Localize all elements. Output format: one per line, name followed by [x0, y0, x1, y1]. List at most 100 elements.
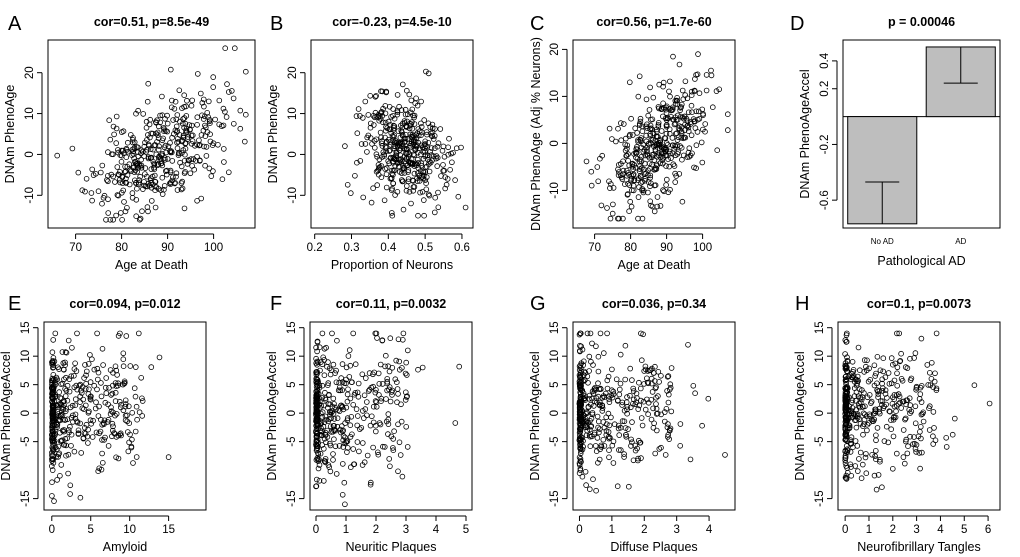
x-tick-label-b: 0.2	[307, 242, 323, 254]
data-point-e	[84, 433, 91, 440]
data-point-h	[843, 421, 850, 427]
data-point-g	[577, 371, 584, 378]
data-point-e	[64, 416, 71, 423]
data-point-c	[660, 187, 666, 193]
data-point-e	[66, 388, 73, 395]
data-point-e	[49, 422, 56, 428]
data-point-h	[855, 377, 861, 384]
data-point-g	[583, 418, 590, 425]
data-point-a	[169, 177, 176, 184]
data-point-h	[872, 406, 879, 413]
x-tick-label-b: 0.5	[417, 242, 433, 254]
data-point-g	[583, 482, 589, 488]
data-point-e	[136, 330, 142, 337]
data-point-h	[902, 415, 909, 422]
data-point-f	[402, 397, 409, 403]
data-point-a	[188, 102, 195, 109]
y-tick-label-f: 5	[286, 381, 298, 387]
data-point-g	[652, 385, 659, 392]
data-point-b	[398, 177, 405, 183]
x-tick-label-h: 2	[890, 524, 896, 536]
data-point-g	[629, 377, 635, 383]
data-point-e	[110, 409, 116, 416]
x-tick-label-h: 5	[961, 524, 967, 536]
data-point-g	[628, 436, 634, 443]
data-point-b	[418, 98, 424, 105]
data-point-c	[657, 137, 664, 143]
data-point-c	[688, 88, 695, 95]
data-point-a	[207, 131, 213, 138]
data-point-b	[415, 212, 421, 219]
data-point-a	[138, 147, 145, 154]
data-point-a	[173, 170, 180, 177]
data-point-f	[368, 413, 375, 420]
data-point-g	[577, 436, 584, 443]
data-point-g	[644, 379, 651, 386]
data-point-b	[429, 129, 436, 136]
data-point-e	[50, 355, 57, 361]
data-point-a	[137, 215, 144, 222]
data-point-g	[661, 418, 668, 425]
data-point-f	[356, 448, 362, 455]
data-point-h	[851, 393, 858, 399]
data-point-e	[51, 498, 57, 504]
data-point-f	[343, 439, 349, 446]
data-point-h	[856, 367, 863, 374]
data-point-g	[594, 435, 601, 441]
data-point-b	[370, 122, 377, 128]
data-point-f	[355, 393, 362, 400]
data-point-b	[408, 200, 414, 207]
data-point-g	[624, 394, 630, 400]
data-point-b	[391, 156, 398, 162]
data-point-b	[406, 189, 413, 195]
data-point-e	[156, 354, 163, 361]
data-point-g	[648, 416, 655, 423]
data-point-e	[67, 482, 74, 489]
data-point-a	[185, 157, 192, 163]
data-point-h	[844, 449, 850, 456]
data-point-f	[395, 421, 401, 428]
data-point-b	[423, 174, 430, 180]
data-point-c	[624, 142, 631, 149]
y-tick-label-f: 0	[286, 410, 298, 416]
x-tick-label-h: 6	[985, 524, 991, 536]
data-point-c	[622, 181, 628, 188]
x-axis-label-h: Neurofibrillary Tangles	[857, 540, 980, 554]
data-point-e	[138, 374, 145, 381]
data-point-e	[72, 360, 78, 367]
data-point-b	[358, 141, 365, 147]
data-point-f	[314, 455, 321, 462]
data-point-g	[666, 426, 673, 433]
data-point-f	[334, 415, 341, 422]
data-point-h	[846, 403, 853, 410]
data-point-e	[91, 366, 98, 373]
data-point-c	[617, 120, 624, 126]
data-point-c	[655, 123, 662, 130]
data-point-h	[926, 369, 933, 376]
data-point-a	[179, 137, 185, 144]
y-tick-label-f: -5	[286, 437, 298, 447]
data-point-a	[154, 129, 161, 136]
data-point-e	[49, 384, 55, 390]
data-point-b	[407, 144, 413, 151]
data-point-g	[635, 455, 641, 462]
data-point-g	[589, 340, 595, 347]
data-point-g	[576, 408, 583, 415]
data-point-c	[654, 134, 660, 140]
data-point-f	[383, 396, 389, 402]
data-point-b	[357, 158, 364, 164]
data-point-h	[874, 425, 881, 431]
data-point-f	[396, 439, 403, 446]
data-point-g	[653, 384, 659, 390]
data-point-g	[597, 330, 604, 337]
data-point-b	[364, 149, 370, 155]
data-point-a	[130, 148, 137, 155]
data-point-h	[852, 397, 859, 404]
data-point-h	[875, 394, 881, 401]
data-point-g	[587, 426, 593, 433]
data-point-f	[323, 344, 329, 351]
data-point-g	[690, 382, 697, 389]
data-point-g	[664, 434, 671, 440]
data-point-c	[686, 145, 693, 152]
data-point-a	[119, 180, 126, 187]
